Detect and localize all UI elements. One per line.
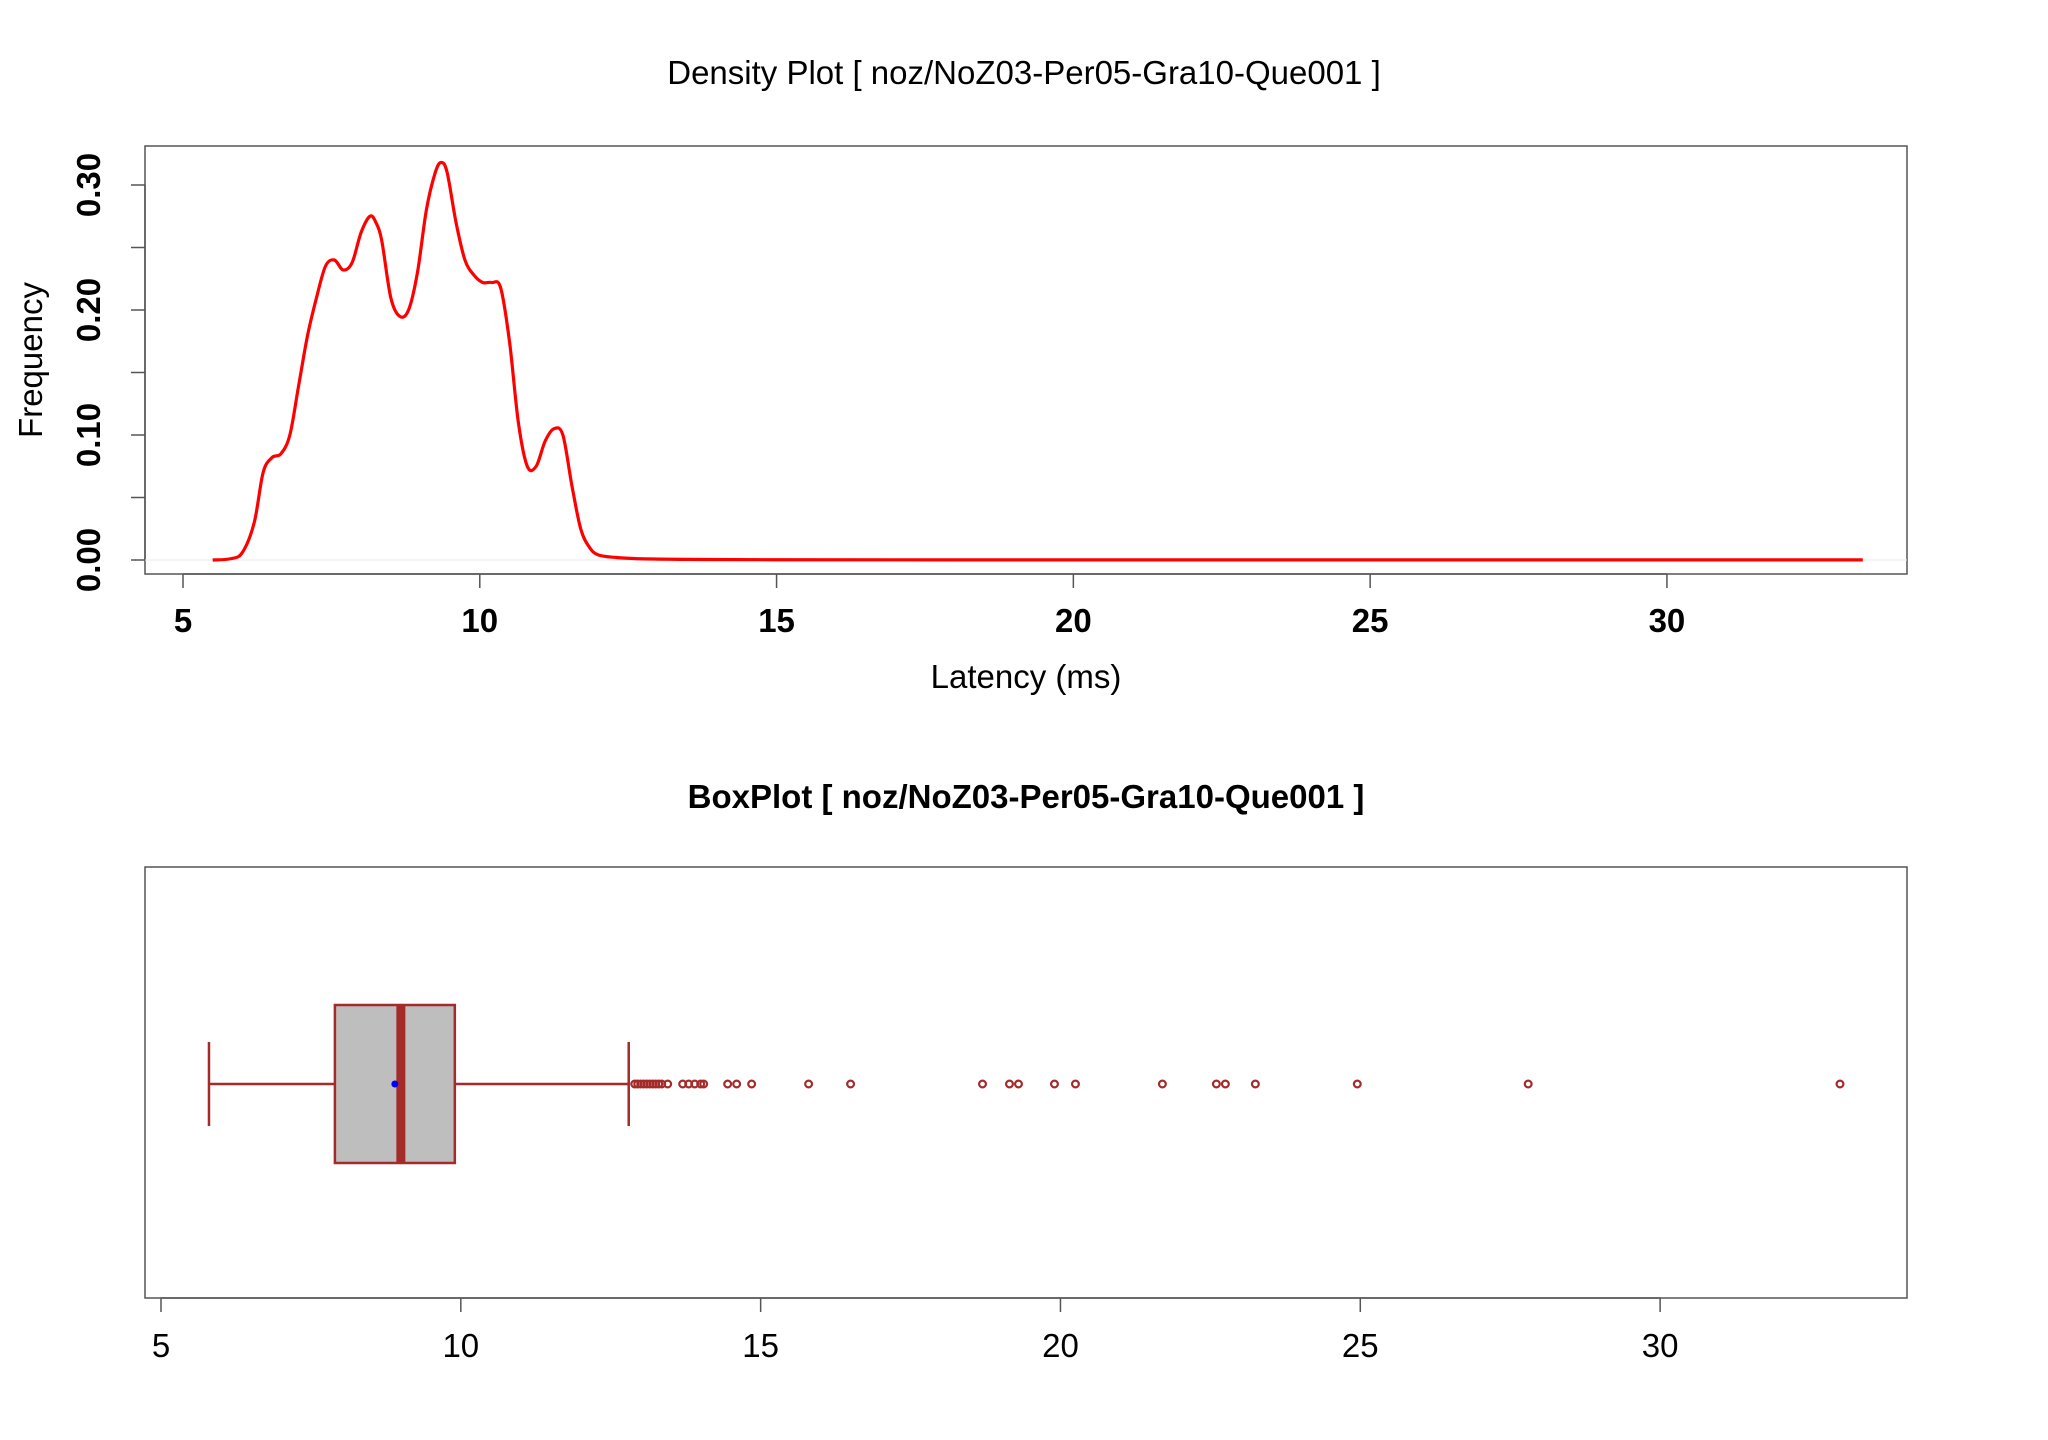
outlier-point [699, 1079, 709, 1089]
boxplot-x-axis: 5 10 15 20 25 30 [152, 1297, 1679, 1364]
density-y-tick-label: 0.20 [70, 278, 107, 342]
density-curve [212, 160, 1863, 562]
outlier-point [1211, 1079, 1221, 1089]
density-x-tick-label: 15 [758, 602, 795, 639]
density-x-tick-label: 10 [461, 602, 498, 639]
outlier-point [723, 1079, 733, 1089]
outlier-point [732, 1079, 742, 1089]
density-x-tick-label: 5 [174, 602, 192, 639]
outlier-point [1835, 1079, 1845, 1089]
outlier-point [1049, 1079, 1059, 1089]
boxplot-outliers [630, 1079, 1845, 1089]
boxplot-x-tick-label: 10 [442, 1327, 479, 1364]
outlier-point [1070, 1079, 1080, 1089]
outlier-point [846, 1079, 856, 1089]
boxplot-title: BoxPlot [ noz/NoZ03-Per05-Gra10-Que001 ] [688, 778, 1365, 815]
density-y-tick-label: 0.00 [70, 528, 107, 592]
outlier-point [696, 1079, 706, 1089]
outlier-point [1157, 1079, 1167, 1089]
boxplot-x-tick-label: 20 [1042, 1327, 1079, 1364]
density-x-tick-label: 25 [1352, 602, 1389, 639]
density-x-tick-label: 30 [1649, 602, 1686, 639]
density-x-axis: 5 10 15 20 25 30 [174, 573, 1686, 639]
outlier-point [1352, 1079, 1362, 1089]
outlier-point [1220, 1079, 1230, 1089]
outlier-point [804, 1079, 814, 1089]
boxplot-panel: BoxPlot [ noz/NoZ03-Per05-Gra10-Que001 ]… [144, 778, 1908, 1364]
density-y-tick-label: 0.30 [70, 153, 107, 217]
outlier-point [663, 1079, 673, 1089]
boxplot-x-tick-label: 25 [1342, 1327, 1379, 1364]
boxplot-elements [207, 1003, 630, 1165]
density-y-axis-label: Frequency [12, 282, 49, 438]
density-panel: Density Plot [ noz/NoZ03-Per05-Gra10-Que… [12, 54, 1908, 695]
density-title: Density Plot [ noz/NoZ03-Per05-Gra10-Que… [667, 54, 1381, 91]
density-y-tick-label: 0.10 [70, 403, 107, 467]
density-plot-frame [144, 145, 1908, 575]
outlier-point [978, 1079, 988, 1089]
density-x-axis-label: Latency (ms) [931, 658, 1122, 695]
outlier-point [1523, 1079, 1533, 1089]
outlier-point [654, 1079, 664, 1089]
boxplot-x-tick-label: 15 [742, 1327, 779, 1364]
boxplot-x-tick-label: 5 [152, 1327, 170, 1364]
outlier-point [747, 1079, 757, 1089]
outlier-point [1004, 1079, 1014, 1089]
mean-point [391, 1080, 399, 1088]
boxplot-x-tick-label: 30 [1642, 1327, 1679, 1364]
outlier-point [1013, 1079, 1023, 1089]
density-x-tick-label: 20 [1055, 602, 1092, 639]
outlier-point [1250, 1079, 1260, 1089]
density-y-axis: 0.00 0.10 0.20 0.30 [70, 153, 1907, 592]
